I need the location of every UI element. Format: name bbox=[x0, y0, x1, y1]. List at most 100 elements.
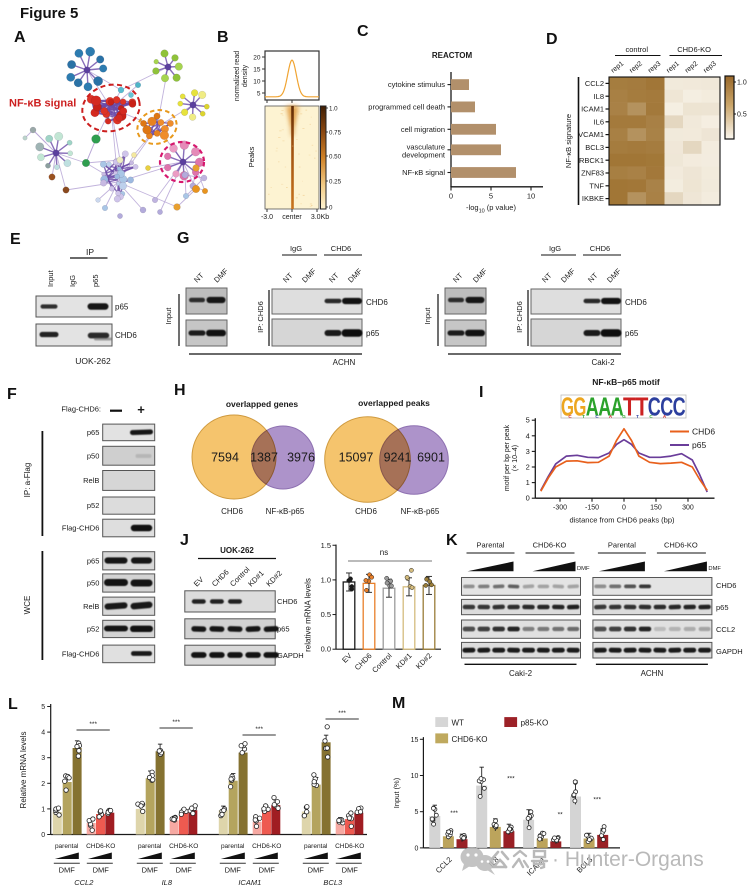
svg-text:-log10 (p value): -log10 (p value) bbox=[466, 203, 516, 215]
svg-text:IP: CHD6: IP: CHD6 bbox=[256, 301, 265, 333]
svg-text:IP: IP bbox=[86, 247, 94, 257]
svg-text:rep3: rep3 bbox=[647, 60, 662, 74]
svg-text:CHD6: CHD6 bbox=[221, 507, 243, 516]
svg-text:15: 15 bbox=[411, 737, 419, 744]
svg-text:rep3: rep3 bbox=[702, 60, 717, 74]
svg-text:**: ** bbox=[558, 811, 564, 818]
svg-text:0: 0 bbox=[329, 204, 333, 211]
svg-text:NF-κB signature: NF-κB signature bbox=[564, 114, 573, 168]
svg-text:center: center bbox=[282, 214, 302, 221]
svg-text:3: 3 bbox=[41, 755, 45, 762]
svg-text:Flag-CHD6:: Flag-CHD6: bbox=[61, 405, 101, 414]
svg-text:UOK-262: UOK-262 bbox=[75, 356, 111, 366]
svg-text:15: 15 bbox=[253, 66, 261, 73]
svg-text:vasculature: vasculature bbox=[407, 142, 445, 151]
svg-text:0.50: 0.50 bbox=[329, 153, 342, 160]
svg-text:T: T bbox=[623, 392, 636, 422]
svg-text:p65: p65 bbox=[716, 603, 729, 612]
svg-text:Parental: Parental bbox=[477, 541, 505, 550]
svg-text:Control: Control bbox=[370, 651, 394, 675]
svg-text:0.0: 0.0 bbox=[321, 645, 331, 654]
svg-text:4: 4 bbox=[41, 730, 45, 737]
svg-text:0.5: 0.5 bbox=[737, 112, 747, 119]
svg-text:rep1: rep1 bbox=[665, 60, 680, 74]
svg-text:IP: a-Flag: IP: a-Flag bbox=[23, 463, 32, 498]
svg-text:NT: NT bbox=[281, 271, 295, 285]
svg-text:Caki-2: Caki-2 bbox=[591, 358, 615, 367]
svg-text:+: + bbox=[137, 402, 145, 417]
svg-text:0: 0 bbox=[622, 505, 626, 512]
svg-text:ns: ns bbox=[380, 548, 388, 557]
svg-text:-3.0: -3.0 bbox=[261, 214, 273, 221]
svg-text:***: *** bbox=[172, 719, 180, 726]
svg-text:20: 20 bbox=[253, 54, 261, 61]
svg-text:IgG: IgG bbox=[290, 244, 302, 253]
svg-text:IL8: IL8 bbox=[594, 92, 604, 101]
svg-text:DMF: DMF bbox=[605, 266, 623, 284]
svg-text:NT: NT bbox=[327, 271, 341, 285]
svg-text:10: 10 bbox=[527, 192, 535, 201]
svg-text:4: 4 bbox=[526, 431, 530, 440]
svg-text:5: 5 bbox=[41, 704, 45, 711]
svg-text:0.75: 0.75 bbox=[329, 129, 342, 136]
svg-text:DMF: DMF bbox=[577, 566, 590, 572]
svg-text:CHD6: CHD6 bbox=[692, 427, 715, 437]
svg-text:3: 3 bbox=[526, 447, 530, 456]
svg-text:overlapped peaks: overlapped peaks bbox=[358, 398, 430, 408]
svg-text:KD#2: KD#2 bbox=[414, 651, 434, 671]
svg-text:RelB: RelB bbox=[83, 476, 99, 485]
svg-text:2: 2 bbox=[41, 781, 45, 788]
svg-text:5: 5 bbox=[489, 192, 493, 201]
svg-text:300: 300 bbox=[682, 505, 694, 512]
svg-text:CHD6: CHD6 bbox=[590, 244, 610, 253]
svg-text:G: G bbox=[622, 414, 626, 419]
svg-text:1.0: 1.0 bbox=[321, 575, 331, 584]
svg-text:0.25: 0.25 bbox=[329, 178, 342, 185]
svg-text:development: development bbox=[402, 150, 446, 159]
svg-text:KD#2: KD#2 bbox=[264, 569, 284, 589]
svg-text:DMF: DMF bbox=[259, 866, 276, 875]
svg-text:CHD6: CHD6 bbox=[625, 298, 647, 307]
svg-text:DMF: DMF bbox=[225, 866, 242, 875]
svg-text:1.0: 1.0 bbox=[737, 80, 747, 87]
svg-text:10: 10 bbox=[411, 773, 419, 780]
svg-text:DMF: DMF bbox=[342, 866, 359, 875]
svg-text:BCL3: BCL3 bbox=[323, 878, 343, 887]
svg-text:p65: p65 bbox=[115, 303, 129, 312]
svg-text:p65: p65 bbox=[692, 440, 706, 450]
svg-text:DMF: DMF bbox=[176, 866, 193, 875]
svg-text:WCE: WCE bbox=[23, 596, 32, 615]
svg-text:6901: 6901 bbox=[417, 451, 445, 465]
svg-text:ACHN: ACHN bbox=[641, 669, 664, 678]
svg-text:0.5: 0.5 bbox=[321, 610, 331, 619]
svg-text:1.5: 1.5 bbox=[321, 541, 331, 550]
svg-text:KD#1: KD#1 bbox=[394, 651, 414, 671]
svg-text:ZNF83: ZNF83 bbox=[581, 169, 604, 178]
svg-text:A: A bbox=[663, 414, 667, 419]
svg-text:CCL2: CCL2 bbox=[434, 855, 454, 875]
svg-text:p50: p50 bbox=[87, 451, 100, 460]
svg-text:CHD6-KO: CHD6-KO bbox=[677, 45, 711, 54]
svg-text:***: *** bbox=[507, 775, 515, 782]
svg-text:NF-κB signal: NF-κB signal bbox=[402, 168, 445, 177]
svg-text:EV: EV bbox=[340, 651, 353, 664]
svg-text:DMF: DMF bbox=[142, 866, 159, 875]
svg-text:Input: Input bbox=[423, 307, 432, 325]
svg-text:-150: -150 bbox=[585, 505, 599, 512]
svg-text:DMF: DMF bbox=[708, 566, 721, 572]
svg-text:CHD6: CHD6 bbox=[277, 597, 297, 606]
svg-text:1.0: 1.0 bbox=[329, 105, 338, 112]
svg-text:NF-κB signal: NF-κB signal bbox=[9, 98, 76, 110]
svg-text:p65: p65 bbox=[277, 625, 290, 634]
svg-text:cell migration: cell migration bbox=[401, 125, 445, 134]
svg-text:programmed cell death: programmed cell death bbox=[368, 103, 445, 112]
svg-text:5: 5 bbox=[526, 416, 530, 425]
svg-text:CHD6-KO: CHD6-KO bbox=[86, 843, 115, 850]
svg-text:(× 10–4): (× 10–4) bbox=[512, 445, 519, 471]
svg-text:-300: -300 bbox=[553, 505, 567, 512]
svg-text:p65: p65 bbox=[91, 274, 100, 287]
svg-text:CHD6-KO: CHD6-KO bbox=[533, 541, 567, 550]
svg-text:CHD6-KO: CHD6-KO bbox=[664, 541, 698, 550]
svg-text:GAPDH: GAPDH bbox=[277, 651, 304, 660]
svg-text:NT: NT bbox=[540, 271, 554, 285]
